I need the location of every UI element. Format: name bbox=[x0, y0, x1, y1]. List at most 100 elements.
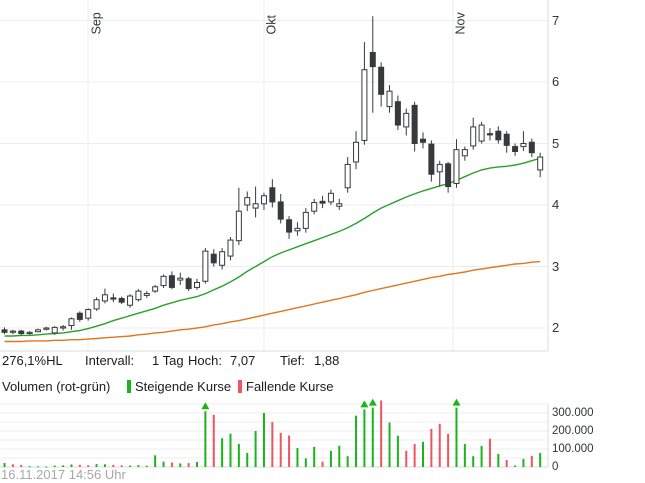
volume-bar bbox=[145, 465, 148, 467]
volume-bar bbox=[212, 414, 215, 467]
candle-body bbox=[411, 104, 418, 145]
candle-body bbox=[68, 318, 75, 327]
volume-axis-label: 300.000 bbox=[552, 407, 594, 419]
volume-bar bbox=[20, 464, 23, 467]
price-axis-label: 5 bbox=[552, 135, 560, 151]
volume-bar bbox=[237, 443, 240, 467]
volume-bar bbox=[447, 433, 450, 467]
volume-bar bbox=[246, 452, 249, 467]
volume-bar bbox=[170, 462, 173, 467]
candle-body bbox=[118, 297, 125, 303]
volume-bar bbox=[103, 464, 106, 467]
candle-body bbox=[520, 143, 527, 148]
candle-body bbox=[403, 112, 410, 128]
volume-bar bbox=[137, 465, 140, 467]
change-percent-hl: 276,1%HL bbox=[2, 353, 63, 368]
volume-bar bbox=[430, 428, 433, 467]
volume-bar bbox=[204, 411, 207, 467]
candle-body bbox=[336, 203, 343, 207]
volume-bar bbox=[530, 455, 533, 467]
high-value: 7,07 bbox=[230, 353, 256, 368]
volume-bar bbox=[112, 464, 115, 467]
candle-body bbox=[18, 330, 25, 335]
candle-body bbox=[378, 66, 385, 95]
candle-body bbox=[244, 197, 251, 206]
candle-body bbox=[9, 330, 16, 333]
up-arrow-marker bbox=[452, 398, 461, 406]
volume-bar bbox=[346, 456, 349, 467]
volume-bar bbox=[53, 465, 56, 467]
candle-body bbox=[177, 277, 184, 281]
volume-bar bbox=[87, 465, 90, 467]
volume-bar bbox=[221, 438, 224, 467]
candle-body bbox=[93, 299, 100, 310]
candle-body bbox=[319, 200, 326, 204]
volume-bar bbox=[28, 466, 31, 468]
up-arrow-marker bbox=[201, 402, 210, 410]
candle-body bbox=[453, 149, 460, 184]
low-label: Tief: bbox=[280, 353, 305, 368]
volume-bar bbox=[3, 463, 6, 467]
volume-bar bbox=[396, 435, 399, 467]
candle-body bbox=[202, 250, 209, 282]
volume-bar bbox=[329, 450, 332, 467]
volume-bar bbox=[321, 461, 324, 467]
volume-bar bbox=[338, 445, 341, 467]
candle-body bbox=[277, 201, 284, 220]
candle-body bbox=[344, 163, 351, 189]
interval-value: 1 Tag bbox=[152, 353, 184, 368]
volume-bar bbox=[262, 413, 265, 467]
candle-body bbox=[302, 211, 309, 229]
candle-body bbox=[394, 101, 401, 126]
candle-body bbox=[1, 329, 8, 333]
volume-bar bbox=[187, 463, 190, 467]
candle-body bbox=[503, 133, 510, 146]
candle-body bbox=[51, 326, 58, 334]
falling-volume-label: Fallende Kurse bbox=[246, 379, 334, 394]
volume-bar bbox=[95, 464, 98, 467]
candle-body bbox=[327, 192, 334, 203]
candle-body bbox=[185, 278, 192, 290]
volume-bar bbox=[497, 453, 500, 467]
falling-volume-swatch-icon bbox=[238, 380, 242, 393]
volume-bar bbox=[514, 465, 517, 467]
volume-bar bbox=[355, 415, 358, 467]
volume-bar bbox=[438, 423, 441, 467]
volume-axis-label: 0 bbox=[552, 461, 559, 473]
volume-bar bbox=[120, 465, 123, 467]
candle-body bbox=[235, 210, 242, 242]
volume-bar bbox=[480, 445, 483, 467]
volume-bar bbox=[522, 458, 525, 467]
candle-body bbox=[528, 141, 535, 154]
candle-body bbox=[160, 275, 167, 287]
ma-slow-line bbox=[4, 260, 541, 343]
candle-body bbox=[386, 90, 393, 108]
volume-bar bbox=[371, 407, 374, 467]
candle-body bbox=[194, 281, 201, 288]
volume-bar bbox=[45, 466, 48, 468]
candle-body bbox=[227, 239, 234, 257]
candle-body bbox=[420, 138, 426, 143]
price-axis-label: 4 bbox=[552, 197, 560, 212]
volume-bar bbox=[405, 450, 408, 467]
volume-bar bbox=[304, 458, 307, 467]
candle-body bbox=[353, 141, 360, 163]
volume-bar bbox=[196, 461, 199, 467]
volume-bar bbox=[254, 431, 257, 467]
price-axis-label: 3 bbox=[552, 258, 560, 274]
candle-body bbox=[495, 130, 502, 141]
candle-body bbox=[470, 126, 477, 147]
candle-body bbox=[152, 286, 159, 292]
candle-body bbox=[512, 146, 519, 152]
volume-bar bbox=[36, 466, 39, 468]
candle-body bbox=[269, 187, 276, 203]
volume-bar bbox=[78, 464, 81, 467]
candle-body bbox=[26, 331, 33, 335]
last-update-timestamp: 16.11.2017 14:56 Uhr bbox=[1, 467, 126, 482]
low-value: 1,88 bbox=[314, 353, 340, 368]
price-axis-label: 6 bbox=[552, 74, 560, 89]
candle-body bbox=[428, 143, 435, 175]
candle-body bbox=[210, 253, 217, 264]
